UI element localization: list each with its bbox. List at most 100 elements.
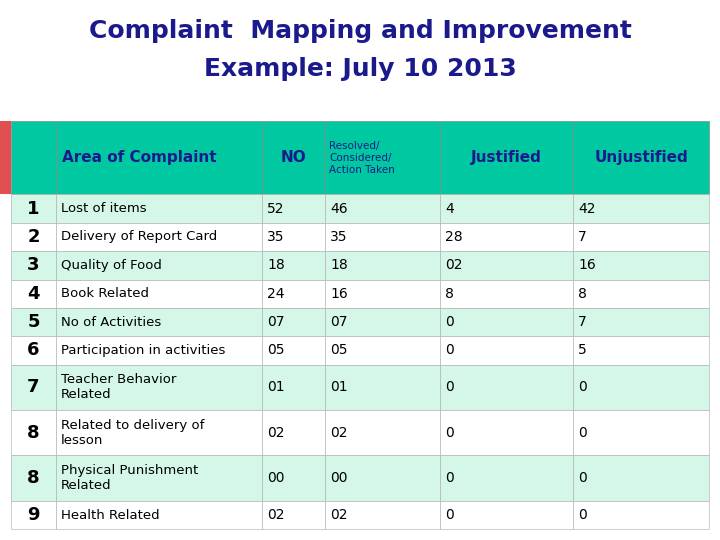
Bar	[262, 308, 325, 336]
Text: 00: 00	[267, 471, 285, 485]
Bar	[56, 455, 262, 501]
Bar	[573, 280, 709, 308]
Text: Unjustified: Unjustified	[594, 151, 688, 165]
Text: 0: 0	[446, 315, 454, 329]
Text: 3: 3	[27, 256, 40, 274]
Text: Resolved/
Considered/
Action Taken: Resolved/ Considered/ Action Taken	[329, 141, 395, 174]
Text: 35: 35	[330, 230, 348, 244]
Text: 9: 9	[27, 506, 40, 524]
Text: 0: 0	[578, 380, 587, 394]
Bar	[573, 308, 709, 336]
Bar	[441, 280, 573, 308]
Text: 01: 01	[267, 380, 285, 394]
Bar	[325, 194, 441, 223]
Bar	[262, 251, 325, 280]
Text: Health Related: Health Related	[61, 509, 160, 522]
Text: 7: 7	[578, 230, 587, 244]
Bar	[325, 251, 441, 280]
Bar	[11, 336, 56, 365]
Bar	[573, 194, 709, 223]
Text: Physical Punishment
Related: Physical Punishment Related	[61, 464, 199, 492]
Bar	[573, 336, 709, 365]
Bar	[573, 122, 709, 194]
Text: Teacher Behavior
Related: Teacher Behavior Related	[61, 373, 176, 401]
Text: 8: 8	[27, 469, 40, 487]
Text: 8: 8	[27, 424, 40, 442]
Text: 2: 2	[27, 228, 40, 246]
Text: 02: 02	[330, 426, 348, 440]
Text: No of Activities: No of Activities	[61, 315, 161, 328]
Text: 05: 05	[330, 343, 348, 357]
Text: Quality of Food: Quality of Food	[61, 259, 162, 272]
Text: 07: 07	[330, 315, 348, 329]
Text: 4: 4	[446, 201, 454, 215]
Bar	[56, 501, 262, 529]
Bar	[56, 223, 262, 251]
Bar	[441, 336, 573, 365]
Text: 24: 24	[267, 287, 285, 301]
Text: 02: 02	[267, 508, 285, 522]
Text: 0: 0	[446, 471, 454, 485]
Bar	[441, 251, 573, 280]
Text: 0: 0	[578, 471, 587, 485]
Text: 18: 18	[330, 258, 348, 272]
Bar	[56, 308, 262, 336]
Bar	[441, 194, 573, 223]
Bar	[11, 194, 56, 223]
Bar	[325, 122, 441, 194]
Bar	[325, 455, 441, 501]
Text: 18: 18	[267, 258, 285, 272]
Text: 5: 5	[27, 313, 40, 331]
Text: 00: 00	[330, 471, 348, 485]
Bar	[441, 308, 573, 336]
Text: 05: 05	[267, 343, 285, 357]
Bar	[441, 455, 573, 501]
Text: Participation in activities: Participation in activities	[61, 344, 225, 357]
Bar	[56, 336, 262, 365]
Bar	[11, 122, 56, 194]
Bar	[573, 455, 709, 501]
Text: 4: 4	[27, 285, 40, 303]
Bar	[11, 223, 56, 251]
Bar	[0, 122, 11, 194]
Text: 02: 02	[446, 258, 463, 272]
Text: 0: 0	[446, 380, 454, 394]
Text: 8: 8	[578, 287, 587, 301]
Text: 07: 07	[267, 315, 285, 329]
Bar	[325, 364, 441, 410]
Bar	[56, 194, 262, 223]
Bar	[262, 364, 325, 410]
Text: 46: 46	[330, 201, 348, 215]
Bar	[441, 122, 573, 194]
Bar	[11, 308, 56, 336]
Bar	[325, 336, 441, 365]
Bar	[325, 501, 441, 529]
Text: Complaint  Mapping and Improvement: Complaint Mapping and Improvement	[89, 19, 631, 43]
Bar	[262, 194, 325, 223]
Bar	[573, 251, 709, 280]
Text: 6: 6	[27, 341, 40, 360]
Bar	[56, 364, 262, 410]
Bar	[441, 223, 573, 251]
Bar	[262, 455, 325, 501]
Bar	[262, 410, 325, 455]
Bar	[11, 251, 56, 280]
Text: Related to delivery of
lesson: Related to delivery of lesson	[61, 418, 204, 447]
Bar	[56, 251, 262, 280]
Text: 02: 02	[267, 426, 285, 440]
Text: Justified: Justified	[471, 151, 542, 165]
Text: 16: 16	[330, 287, 348, 301]
Bar	[56, 410, 262, 455]
Bar	[573, 501, 709, 529]
Text: Example: July 10 2013: Example: July 10 2013	[204, 57, 516, 80]
Text: Delivery of Report Card: Delivery of Report Card	[61, 231, 217, 244]
Text: 7: 7	[578, 315, 587, 329]
Bar	[573, 223, 709, 251]
Text: Lost of items: Lost of items	[61, 202, 147, 215]
Text: 02: 02	[330, 508, 348, 522]
Text: 52: 52	[267, 201, 285, 215]
Bar	[11, 455, 56, 501]
Bar	[325, 308, 441, 336]
Text: 35: 35	[267, 230, 285, 244]
Bar	[56, 280, 262, 308]
